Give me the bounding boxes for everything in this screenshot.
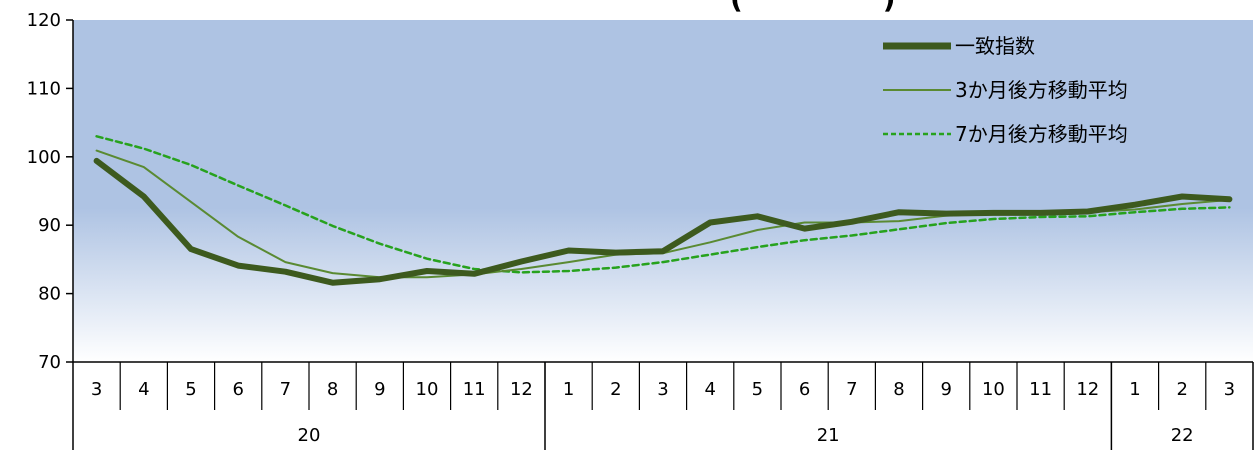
year-label: 20	[298, 425, 321, 446]
y-tick-label: 100	[27, 147, 61, 168]
x-tick-label: 9	[374, 379, 385, 400]
y-tick-label: 70	[38, 352, 61, 373]
x-axis: 3 4 5 6 7 8 9 10 11 12 1 2 3 4 5 6 7 8 9 10 11 12 1 2 320 21 22	[72, 361, 1254, 450]
series-line-coincident	[93, 157, 1233, 286]
x-tick-label: 11	[463, 379, 486, 400]
x-tick-label: 5	[185, 379, 196, 400]
x-tick-label: 9	[940, 379, 951, 400]
year-label: 21	[817, 425, 840, 446]
year-label: 22	[1171, 425, 1194, 446]
series-line-7month	[95, 135, 1231, 274]
x-tick-label: 11	[1029, 379, 1052, 400]
plot-background	[73, 20, 1253, 362]
legend: 一致指数 3か月後方移動平均 7か月後方移動平均	[883, 34, 1128, 146]
legend-label-7month: 7か月後方移動平均	[955, 122, 1128, 146]
x-tick-label: 6	[232, 379, 243, 400]
x-tick-label: 8	[893, 379, 904, 400]
x-tick-label: 7	[280, 379, 291, 400]
series-layer	[93, 135, 1233, 286]
x-tick-label: 3	[91, 379, 102, 400]
x-tick-label: 3	[1224, 379, 1235, 400]
x-tick-label: 10	[982, 379, 1005, 400]
x-tick-label: 7	[846, 379, 857, 400]
x-tick-label: 12	[510, 379, 533, 400]
y-tick-label: 80	[38, 284, 61, 305]
x-tick-label: 1	[563, 379, 574, 400]
legend-label-3month: 3か月後方移動平均	[955, 78, 1128, 102]
chart-title-fragment: ( )	[730, 0, 896, 15]
x-tick-label: 4	[138, 379, 149, 400]
x-tick-label: 4	[704, 379, 715, 400]
y-tick-label: 90	[38, 215, 61, 236]
x-tick-label: 5	[752, 379, 763, 400]
x-tick-label: 3	[657, 379, 668, 400]
x-tick-label: 12	[1076, 379, 1099, 400]
x-tick-label: 1	[1129, 379, 1140, 400]
legend-label-coincident: 一致指数	[955, 34, 1035, 58]
x-tick-label: 2	[1176, 379, 1187, 400]
y-axis: 70 80 90 100 110 120	[27, 10, 74, 373]
y-tick-label: 120	[27, 10, 61, 31]
x-tick-label: 2	[610, 379, 621, 400]
x-tick-label: 8	[327, 379, 338, 400]
y-tick-label: 110	[27, 78, 61, 99]
x-tick-label: 10	[416, 379, 439, 400]
x-tick-label: 6	[799, 379, 810, 400]
